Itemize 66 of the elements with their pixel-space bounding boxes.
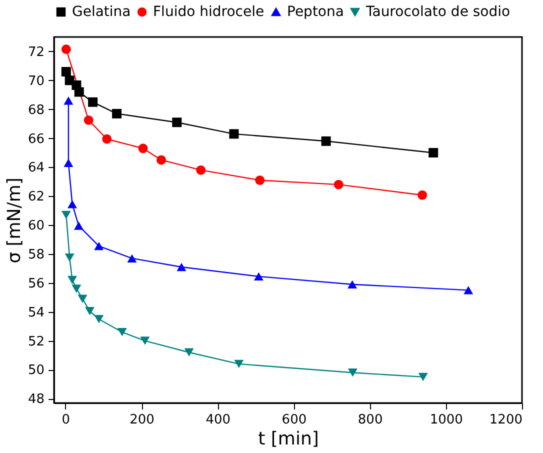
point	[176, 262, 186, 272]
x-tick-label: 1200	[489, 412, 522, 428]
point	[74, 87, 84, 97]
y-tick-label: 58	[28, 247, 44, 262]
y-tick-label: 56	[28, 276, 44, 292]
point	[348, 368, 358, 377]
point	[234, 360, 244, 368]
legend-label: Fluido hidrocele	[153, 4, 264, 20]
point	[140, 336, 150, 345]
legend-label: Taurocolato de sodio	[365, 4, 510, 20]
point	[418, 372, 428, 382]
y-tick-label: 52	[28, 334, 44, 350]
point	[229, 129, 239, 139]
legend-label: Peptona	[287, 4, 344, 20]
x-tick-label: 1000	[430, 412, 463, 428]
point	[78, 294, 88, 303]
point	[68, 276, 78, 284]
point	[196, 165, 206, 175]
point	[102, 134, 112, 144]
y-tick-label: 64	[28, 160, 44, 176]
point	[348, 280, 358, 288]
point	[254, 272, 264, 281]
y-tick-label: 68	[28, 102, 44, 118]
legend-label: Gelatina	[72, 4, 131, 20]
y-tick-label: 72	[28, 44, 44, 60]
point	[112, 108, 122, 118]
y-tick-label: 66	[28, 132, 44, 147]
x-tick-label: 400	[206, 412, 231, 428]
y-tick-label: 70	[28, 74, 44, 89]
x-tick-label: 600	[282, 412, 307, 428]
point	[88, 97, 98, 107]
point	[61, 210, 71, 220]
point	[72, 284, 82, 293]
x-tick-label: 200	[130, 412, 154, 428]
point	[61, 44, 71, 54]
point	[94, 314, 104, 324]
point	[84, 115, 94, 125]
point	[418, 190, 428, 200]
y-tick-label: 48	[28, 392, 44, 408]
x-tick-label: 0	[62, 412, 70, 428]
point	[334, 180, 344, 190]
y-tick-label: 62	[28, 190, 44, 205]
point	[428, 148, 438, 158]
y-axis-title: σ [mN/m]	[4, 178, 25, 264]
point	[61, 66, 71, 76]
y-tick-label: 60	[28, 218, 44, 234]
point	[172, 118, 182, 128]
x-tick-label: 800	[358, 412, 383, 428]
point	[156, 155, 166, 165]
point	[64, 96, 74, 105]
point	[85, 307, 95, 316]
x-axis-title: t [min]	[258, 428, 319, 450]
point	[64, 158, 74, 167]
point	[138, 144, 148, 154]
point	[64, 254, 74, 262]
y-tick-label: 50	[28, 363, 44, 378]
point	[117, 328, 127, 336]
point	[321, 136, 331, 146]
point	[74, 222, 84, 230]
point	[127, 254, 137, 262]
point	[464, 286, 474, 294]
point	[94, 242, 104, 250]
point	[255, 175, 265, 185]
point	[184, 348, 194, 356]
y-tick-label: 54	[28, 305, 44, 320]
point	[68, 200, 78, 208]
